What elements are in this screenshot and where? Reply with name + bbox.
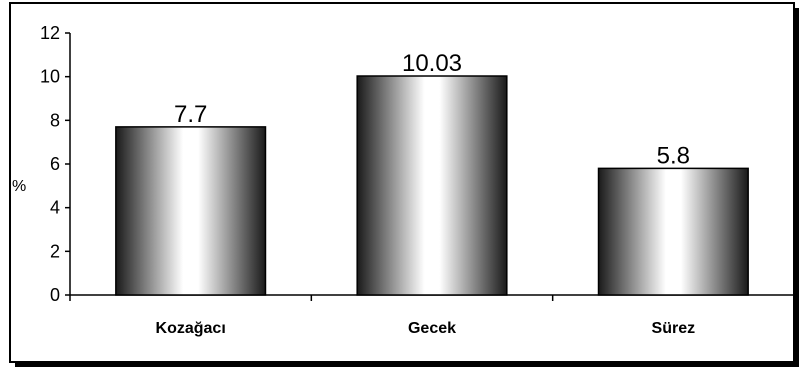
x-category-label-3: Sürez — [652, 320, 696, 337]
data-label-3: 5.8 — [657, 142, 690, 169]
x-category-label-1: Kozağacı — [156, 320, 226, 337]
y-tick-label: 12 — [40, 23, 60, 43]
data-label-1: 7.7 — [174, 101, 207, 128]
bar-1 — [115, 126, 267, 296]
data-label-2: 10.03 — [402, 50, 462, 77]
y-axis-title: % — [12, 178, 26, 195]
x-category-label-2: Gecek — [408, 320, 456, 337]
y-axis: 0 2 4 6 8 10 12 — [40, 23, 71, 305]
y-tick-label: 0 — [50, 285, 60, 305]
bars: 7.7 10.03 5.8 — [115, 50, 749, 296]
y-tick-label: 10 — [40, 67, 60, 87]
y-tick-label: 4 — [50, 198, 60, 218]
bar-2 — [356, 75, 508, 296]
bar-3 — [597, 167, 749, 296]
y-tick-label: 6 — [50, 154, 60, 174]
y-tick-label: 8 — [50, 110, 60, 130]
y-tick-label: 2 — [50, 241, 60, 261]
